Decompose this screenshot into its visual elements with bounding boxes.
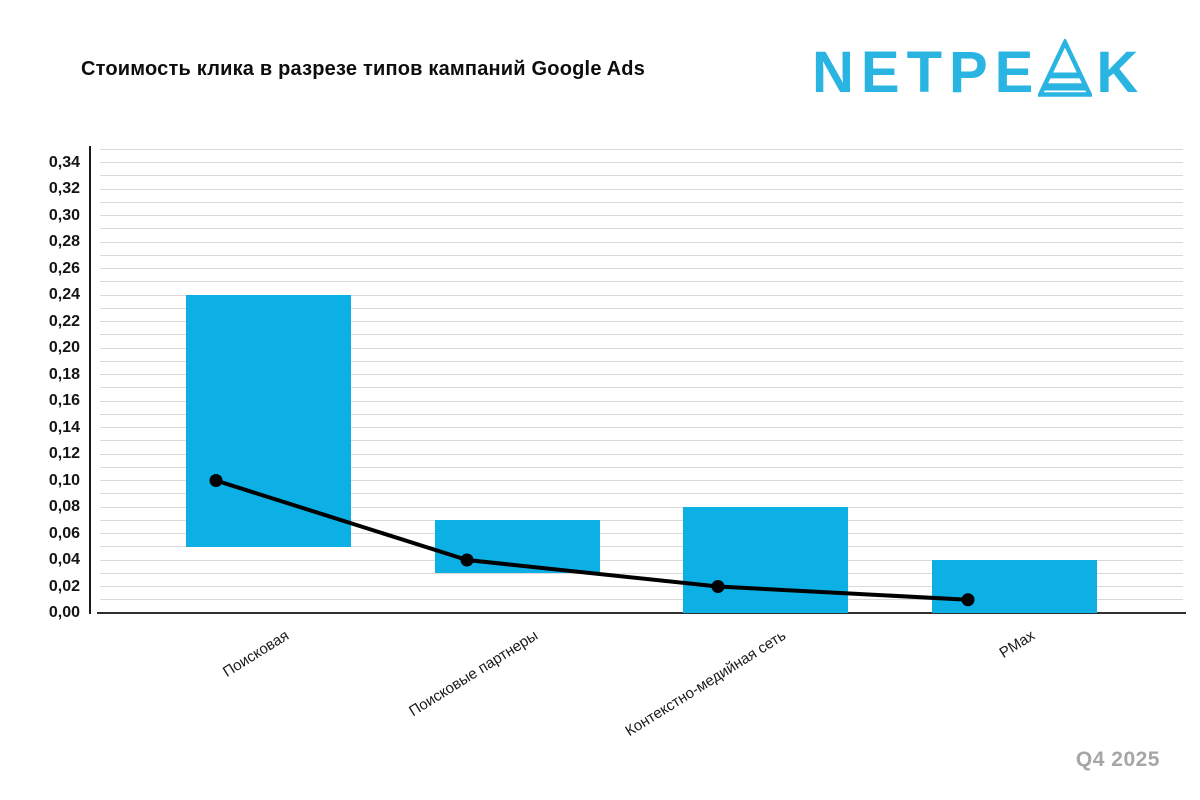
gridline bbox=[100, 321, 1183, 322]
period-label: Q4 2025 bbox=[1075, 748, 1160, 771]
gridline bbox=[100, 334, 1183, 336]
y-axis-tick-label: 0,06 bbox=[48, 524, 80, 542]
gridline bbox=[100, 254, 1183, 256]
gridline bbox=[100, 241, 1183, 243]
gridline bbox=[100, 175, 1183, 177]
netpeak-logo: NETPE K bbox=[812, 37, 1146, 107]
cpc-range-bar-4 bbox=[932, 560, 1097, 613]
x-axis-line bbox=[97, 612, 1186, 614]
gridline bbox=[100, 466, 1183, 468]
gridline bbox=[100, 294, 1183, 296]
y-axis-tick-label: 0,04 bbox=[48, 551, 80, 568]
cpc-range-bar-2 bbox=[435, 520, 600, 574]
gridline bbox=[100, 387, 1183, 389]
y-axis-tick-label: 0,30 bbox=[48, 206, 80, 224]
gridline bbox=[100, 374, 1183, 375]
gridline bbox=[100, 400, 1183, 402]
gridline bbox=[100, 360, 1183, 362]
y-axis-tick-label: 0,20 bbox=[48, 339, 80, 356]
y-axis-tick-label: 0,10 bbox=[48, 471, 80, 489]
x-axis-category-label-2: Поисковые партнеры bbox=[405, 627, 541, 721]
y-axis-tick-label: 0,28 bbox=[48, 233, 80, 250]
gridline bbox=[100, 268, 1183, 269]
y-axis-tick-label: 0,34 bbox=[48, 153, 80, 171]
y-axis-tick-label: 0,22 bbox=[48, 312, 80, 330]
gridline bbox=[100, 215, 1183, 216]
x-axis-category-label-4: PMax bbox=[995, 627, 1038, 662]
y-axis-tick-label: 0,12 bbox=[48, 445, 80, 462]
y-axis-tick-label: 0,26 bbox=[48, 259, 80, 277]
gridline bbox=[100, 453, 1183, 455]
gridline bbox=[100, 413, 1183, 415]
logo-text-before: NETPE bbox=[812, 40, 1041, 105]
gridline bbox=[100, 228, 1183, 230]
y-axis-tick-label: 0,16 bbox=[48, 392, 80, 409]
cpc-range-bar-3 bbox=[683, 507, 848, 613]
y-axis-tick-label: 0,18 bbox=[48, 365, 80, 383]
x-axis-category-label-1: Поисковая bbox=[219, 627, 292, 681]
gridline bbox=[100, 427, 1183, 428]
gridline bbox=[100, 281, 1183, 283]
gridline bbox=[100, 148, 1183, 150]
gridline bbox=[100, 188, 1183, 190]
gridline bbox=[100, 440, 1183, 442]
netpeak-triangle-a-icon bbox=[1037, 37, 1094, 107]
y-axis-tick-label: 0,14 bbox=[48, 418, 80, 436]
gridline bbox=[100, 162, 1183, 163]
x-axis-category-label-3: Контекстно-медийная сеть bbox=[621, 627, 789, 740]
y-axis-tick-label: 0,32 bbox=[48, 180, 80, 197]
gridline bbox=[100, 201, 1183, 203]
gridline bbox=[100, 307, 1183, 309]
y-axis-line bbox=[89, 146, 91, 614]
y-axis-tick-label: 0,02 bbox=[48, 577, 80, 595]
cpc-range-bar-1 bbox=[186, 295, 351, 547]
gridline bbox=[100, 347, 1183, 349]
chart-title: Стоимость клика в разрезе типов кампаний… bbox=[81, 58, 646, 80]
logo-text-after: K bbox=[1096, 40, 1146, 105]
y-axis-tick-label: 0,24 bbox=[48, 286, 80, 303]
y-axis-tick-label: 0,00 bbox=[48, 604, 80, 621]
y-axis-tick-label: 0,08 bbox=[48, 498, 80, 515]
